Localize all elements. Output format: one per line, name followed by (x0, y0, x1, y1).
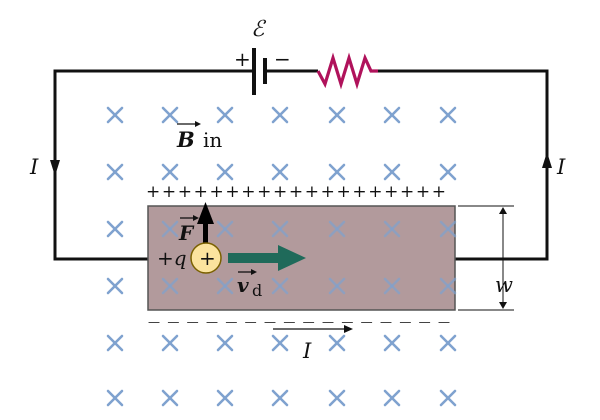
cross-x-icon (439, 334, 457, 352)
current-left-label: I (29, 155, 39, 179)
bottom-surface-charges: — — — — — — — — — — — — — — — — (148, 315, 450, 329)
cross-x-icon (161, 334, 179, 352)
magnetic-field-markers-over-slab (161, 220, 457, 295)
cross-x-icon (383, 277, 401, 295)
cross-x-icon (216, 220, 234, 238)
cross-x-icon (328, 389, 346, 407)
cross-x-icon (271, 277, 289, 295)
field-symbol: B (176, 127, 195, 152)
current-arrow-bottom (273, 325, 353, 333)
battery-plus-label: + (234, 47, 251, 71)
force-arrow (197, 202, 214, 244)
current-bottom-label: I (302, 339, 312, 363)
cross-x-icon (271, 220, 289, 238)
cross-x-icon (383, 334, 401, 352)
field-label: B in (176, 121, 222, 152)
drift-velocity-label: v d (237, 269, 262, 300)
width-dimension (458, 205, 514, 311)
cross-x-icon (383, 106, 401, 124)
cross-x-icon (328, 220, 346, 238)
cross-x-icon (439, 106, 457, 124)
top-surface-charges: +++++++++++++++++++ (146, 182, 446, 202)
cross-x-icon (383, 220, 401, 238)
cross-x-icon (106, 163, 124, 181)
cross-x-icon (161, 106, 179, 124)
force-symbol: F (178, 221, 195, 245)
cross-x-icon (216, 163, 234, 181)
current-arrow-right (542, 152, 552, 168)
cross-x-icon (161, 163, 179, 181)
cross-x-icon (161, 277, 179, 295)
drift-symbol: v (237, 273, 249, 297)
drift-velocity-arrow (228, 245, 306, 271)
battery-minus-label: − (274, 47, 291, 71)
emf-label: ℰ (251, 17, 267, 42)
drift-subscript: d (252, 281, 262, 300)
current-right-label: I (556, 155, 566, 179)
battery-icon (252, 48, 267, 95)
cross-x-icon (271, 334, 289, 352)
cross-x-icon (439, 220, 457, 238)
cross-x-icon (161, 220, 179, 238)
cross-x-icon (271, 106, 289, 124)
field-direction-label: in (203, 128, 222, 152)
width-label: w (495, 273, 513, 297)
resistor-zigzag-icon (316, 52, 378, 90)
magnetic-field-markers (106, 106, 457, 407)
cross-x-icon (106, 220, 124, 238)
cross-x-icon (216, 106, 234, 124)
cross-x-icon (328, 106, 346, 124)
cross-x-icon (161, 389, 179, 407)
cross-x-icon (383, 163, 401, 181)
charge-symbol: + (199, 246, 216, 270)
cross-x-icon (106, 389, 124, 407)
cross-x-icon (216, 277, 234, 295)
cross-x-icon (216, 389, 234, 407)
cross-x-icon (383, 389, 401, 407)
cross-x-icon (106, 106, 124, 124)
cross-x-icon (328, 334, 346, 352)
force-label: F (178, 215, 199, 245)
positive-charge (190, 242, 222, 274)
cross-x-icon (328, 277, 346, 295)
cross-x-icon (106, 277, 124, 295)
cross-x-icon (271, 389, 289, 407)
cross-x-icon (216, 334, 234, 352)
cross-x-icon (439, 163, 457, 181)
charge-label: +q (157, 246, 187, 270)
cross-x-icon (271, 163, 289, 181)
current-arrow-left (50, 160, 60, 176)
cross-x-icon (328, 163, 346, 181)
cross-x-icon (439, 277, 457, 295)
cross-x-icon (439, 389, 457, 407)
cross-x-icon (106, 334, 124, 352)
